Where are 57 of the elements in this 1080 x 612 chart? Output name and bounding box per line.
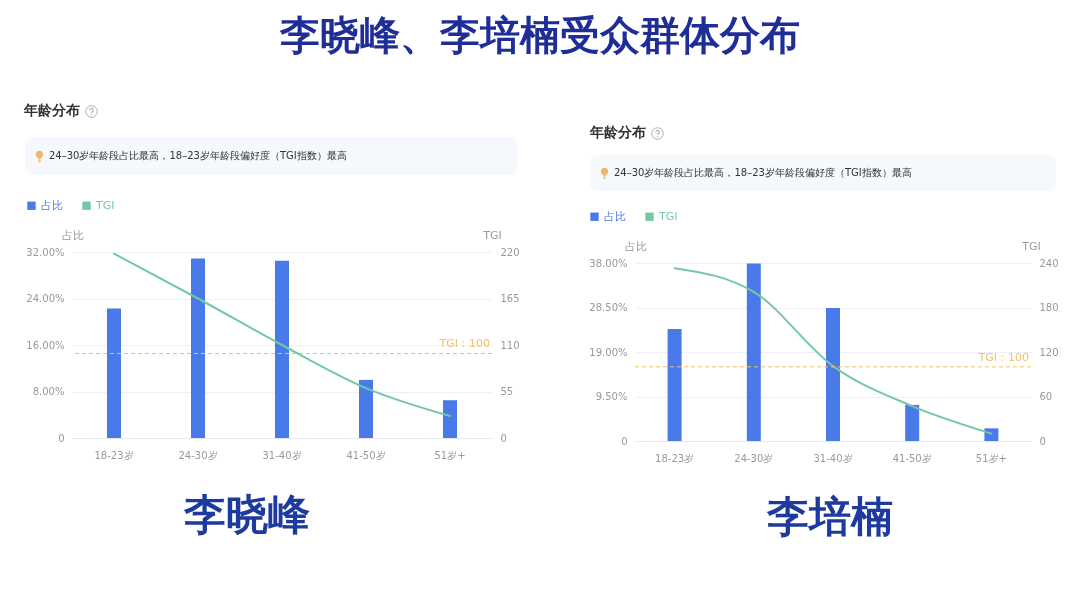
y2-tick-label: 165 [500,293,520,304]
y2-tick-label: 110 [500,339,520,351]
bar [191,258,205,438]
y-tick-label: 8.00% [32,386,65,397]
y2-axis-title: TGI [482,228,502,242]
chart-subtitle: 24–30岁年龄段占比最高，18–23岁年龄段偏好度（TGI指数）最高 [614,166,912,180]
bar [984,428,999,441]
bar [107,308,121,438]
y-tick-label: 0 [58,432,65,444]
bar [443,400,457,438]
y-axis-title: 占比 [61,228,84,242]
y-tick-label: 38.00% [589,257,628,269]
y-tick-label: 28.50% [589,302,628,313]
chart-subtitle: 24–30岁年龄段占比最高，18–23岁年龄段偏好度（TGI指数）最高 [49,149,347,163]
x-tick-label: 31-40岁 [262,449,302,461]
x-tick-label: 51岁+ [975,452,1007,464]
x-tick-label: 31-40岁 [813,452,853,464]
y2-tick-label: 220 [500,246,520,258]
x-tick-label: 18-23岁 [655,452,695,464]
y2-tick-label: 120 [1039,346,1059,358]
y-tick-label: 24.00% [26,293,65,304]
x-tick-label: 51岁+ [434,449,466,461]
y-tick-label: 0 [621,435,628,447]
y2-tick-label: 240 [1039,257,1059,269]
y-tick-label: 32.00% [26,246,65,258]
y-tick-label: 19.00% [589,346,628,358]
x-tick-label: 24-30岁 [734,452,774,464]
y2-tick-label: 180 [1039,302,1059,313]
bar [667,329,682,441]
chart-title: 年龄分布 [24,102,80,120]
bar [746,263,761,441]
y2-axis-title: TGI [1021,239,1041,253]
legend-label: TGI [658,209,678,223]
y-axis-title: 占比 [624,239,647,253]
text: 李培楠 [766,492,894,542]
legend-label: 占比 [41,198,63,212]
bar [359,379,373,438]
y-tick-label: 9.50% [595,391,628,402]
y2-tick-label: 0 [1039,435,1046,447]
x-tick-label: 18-23岁 [94,449,134,461]
bar [275,260,289,438]
legend-label: TGI [95,198,115,212]
y2-tick-label: 55 [500,386,514,397]
x-tick-label: 24-30岁 [178,449,218,461]
y2-tick-label: 0 [500,432,507,444]
y-tick-label: 16.00% [26,339,65,351]
x-tick-label: 41-50岁 [346,449,386,461]
ref-line-label: TGI：100 [438,337,490,351]
chart-title: 年龄分布 [590,124,646,142]
y2-tick-label: 60 [1039,391,1053,402]
x-tick-label: 41-50岁 [892,452,932,464]
bar [905,404,920,441]
ref-line-label: TGI：100 [977,350,1029,364]
text: 李晓峰、李培楠受众群体分布 [279,11,801,60]
text: 李晓峰 [183,490,311,540]
bar [826,307,840,441]
legend-label: 占比 [604,209,626,223]
